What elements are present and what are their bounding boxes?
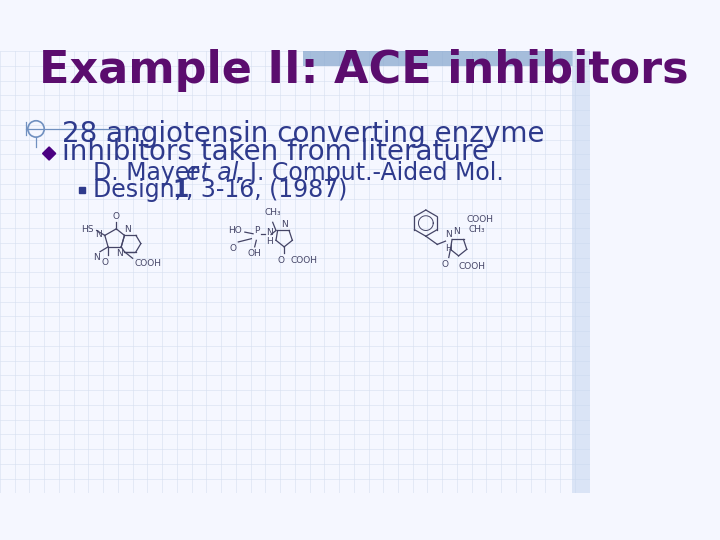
Text: O: O [113,212,120,221]
Text: N: N [116,249,123,258]
Text: COOH: COOH [291,256,318,265]
Text: O: O [442,260,449,269]
Text: N: N [446,231,452,240]
Text: D. Mayer: D. Mayer [94,161,207,185]
Text: COOH: COOH [467,215,494,224]
Text: OH: OH [248,248,261,258]
Text: N: N [125,225,131,234]
Text: O: O [277,256,284,265]
Text: Design,: Design, [94,178,190,202]
Text: Example II: ACE inhibitors: Example II: ACE inhibitors [40,49,689,92]
Text: HS: HS [81,225,94,234]
Text: N: N [95,230,102,239]
Text: N: N [281,220,287,229]
Text: N: N [454,227,460,236]
Text: CH₃: CH₃ [469,225,485,234]
Text: O: O [102,258,108,267]
Bar [79,187,85,193]
Text: 28 angiotensin converting enzyme: 28 angiotensin converting enzyme [62,120,545,148]
Text: COOH: COOH [135,259,161,268]
Text: H: H [446,244,452,253]
Text: HO: HO [228,226,242,235]
Polygon shape [42,147,55,160]
Bar [303,51,573,66]
Text: inhibitors taken from literature: inhibitors taken from literature [62,138,489,166]
Bar [572,51,590,494]
Text: N: N [94,253,100,262]
Text: H: H [266,237,273,246]
Text: , 3-16, (1987): , 3-16, (1987) [186,178,347,202]
Text: O: O [230,244,237,253]
Text: 1: 1 [172,178,189,202]
Text: P: P [253,226,259,235]
Text: N: N [266,228,273,238]
Text: et al.: et al. [186,161,246,185]
Text: , J. Comput.-Aided Mol.: , J. Comput.-Aided Mol. [235,161,504,185]
Text: COOH: COOH [459,262,485,272]
Text: CH₃: CH₃ [264,208,281,218]
